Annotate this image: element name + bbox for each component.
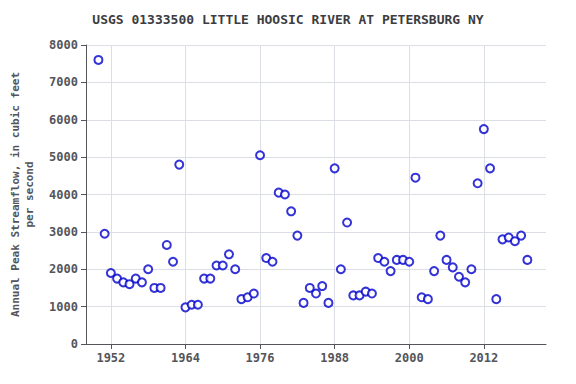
svg-text:1976: 1976 <box>246 351 275 365</box>
svg-text:1000: 1000 <box>49 300 78 314</box>
svg-text:2000: 2000 <box>395 351 424 365</box>
svg-text:5000: 5000 <box>49 150 78 164</box>
svg-text:0: 0 <box>71 337 78 351</box>
svg-text:8000: 8000 <box>49 38 78 52</box>
svg-text:2000: 2000 <box>49 262 78 276</box>
svg-text:Annual Peak Streamflow, in cub: Annual Peak Streamflow, in cubic feet <box>9 72 22 317</box>
svg-text:USGS 01333500 LITTLE HOOSIC RI: USGS 01333500 LITTLE HOOSIC RIVER AT PET… <box>92 12 484 27</box>
svg-text:1952: 1952 <box>96 351 125 365</box>
svg-text:per second: per second <box>23 161 36 227</box>
svg-text:1964: 1964 <box>171 351 200 365</box>
svg-text:7000: 7000 <box>49 75 78 89</box>
svg-text:4000: 4000 <box>49 188 78 202</box>
svg-text:3000: 3000 <box>49 225 78 239</box>
svg-text:2012: 2012 <box>469 351 498 365</box>
svg-text:6000: 6000 <box>49 113 78 127</box>
svg-text:1988: 1988 <box>320 351 349 365</box>
